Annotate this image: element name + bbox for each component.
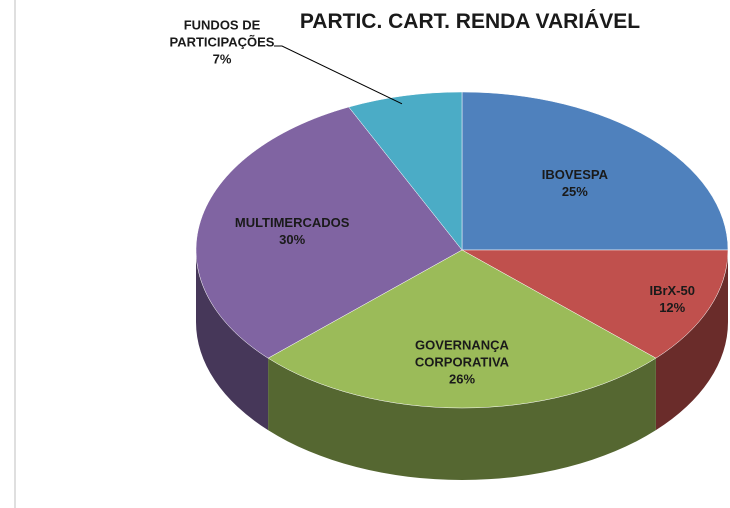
value-label: 7%	[212, 51, 232, 67]
slice-label: GOVERNANÇA CORPORATIVA 26%	[397, 336, 527, 387]
category-label: IBOVESPA	[541, 166, 608, 182]
pie-slice	[461, 249, 729, 359]
slice-label: IBOVESPA 25%	[510, 166, 640, 200]
pie-slice	[461, 91, 729, 251]
leader-line	[274, 45, 403, 105]
category-label: MULTIMERCADOS	[234, 214, 350, 230]
value-label: 30%	[279, 231, 306, 247]
slice-label: IBrX-50 12%	[607, 282, 730, 316]
pie-side	[655, 250, 728, 431]
category-label: GOVERNANÇA CORPORATIVA	[414, 337, 510, 370]
value-label: 26%	[448, 371, 476, 387]
slice-label: MULTIMERCADOS 30%	[227, 214, 357, 248]
category-label: FUNDOS DE PARTICIPAÇÕES	[169, 17, 275, 50]
pie-slice	[267, 249, 657, 409]
chart-title: PARTIC. CART. RENDA VARIÁVEL	[299, 10, 641, 33]
value-label: 25%	[561, 183, 588, 199]
value-label: 12%	[659, 300, 686, 316]
category-label: IBrX-50	[649, 283, 695, 299]
pie-slice	[348, 91, 463, 251]
pie-side	[196, 250, 269, 431]
pie-side	[268, 358, 656, 480]
pie-slice	[195, 106, 463, 359]
slice-label: FUNDOS DE PARTICIPAÇÕES 7%	[167, 17, 277, 68]
